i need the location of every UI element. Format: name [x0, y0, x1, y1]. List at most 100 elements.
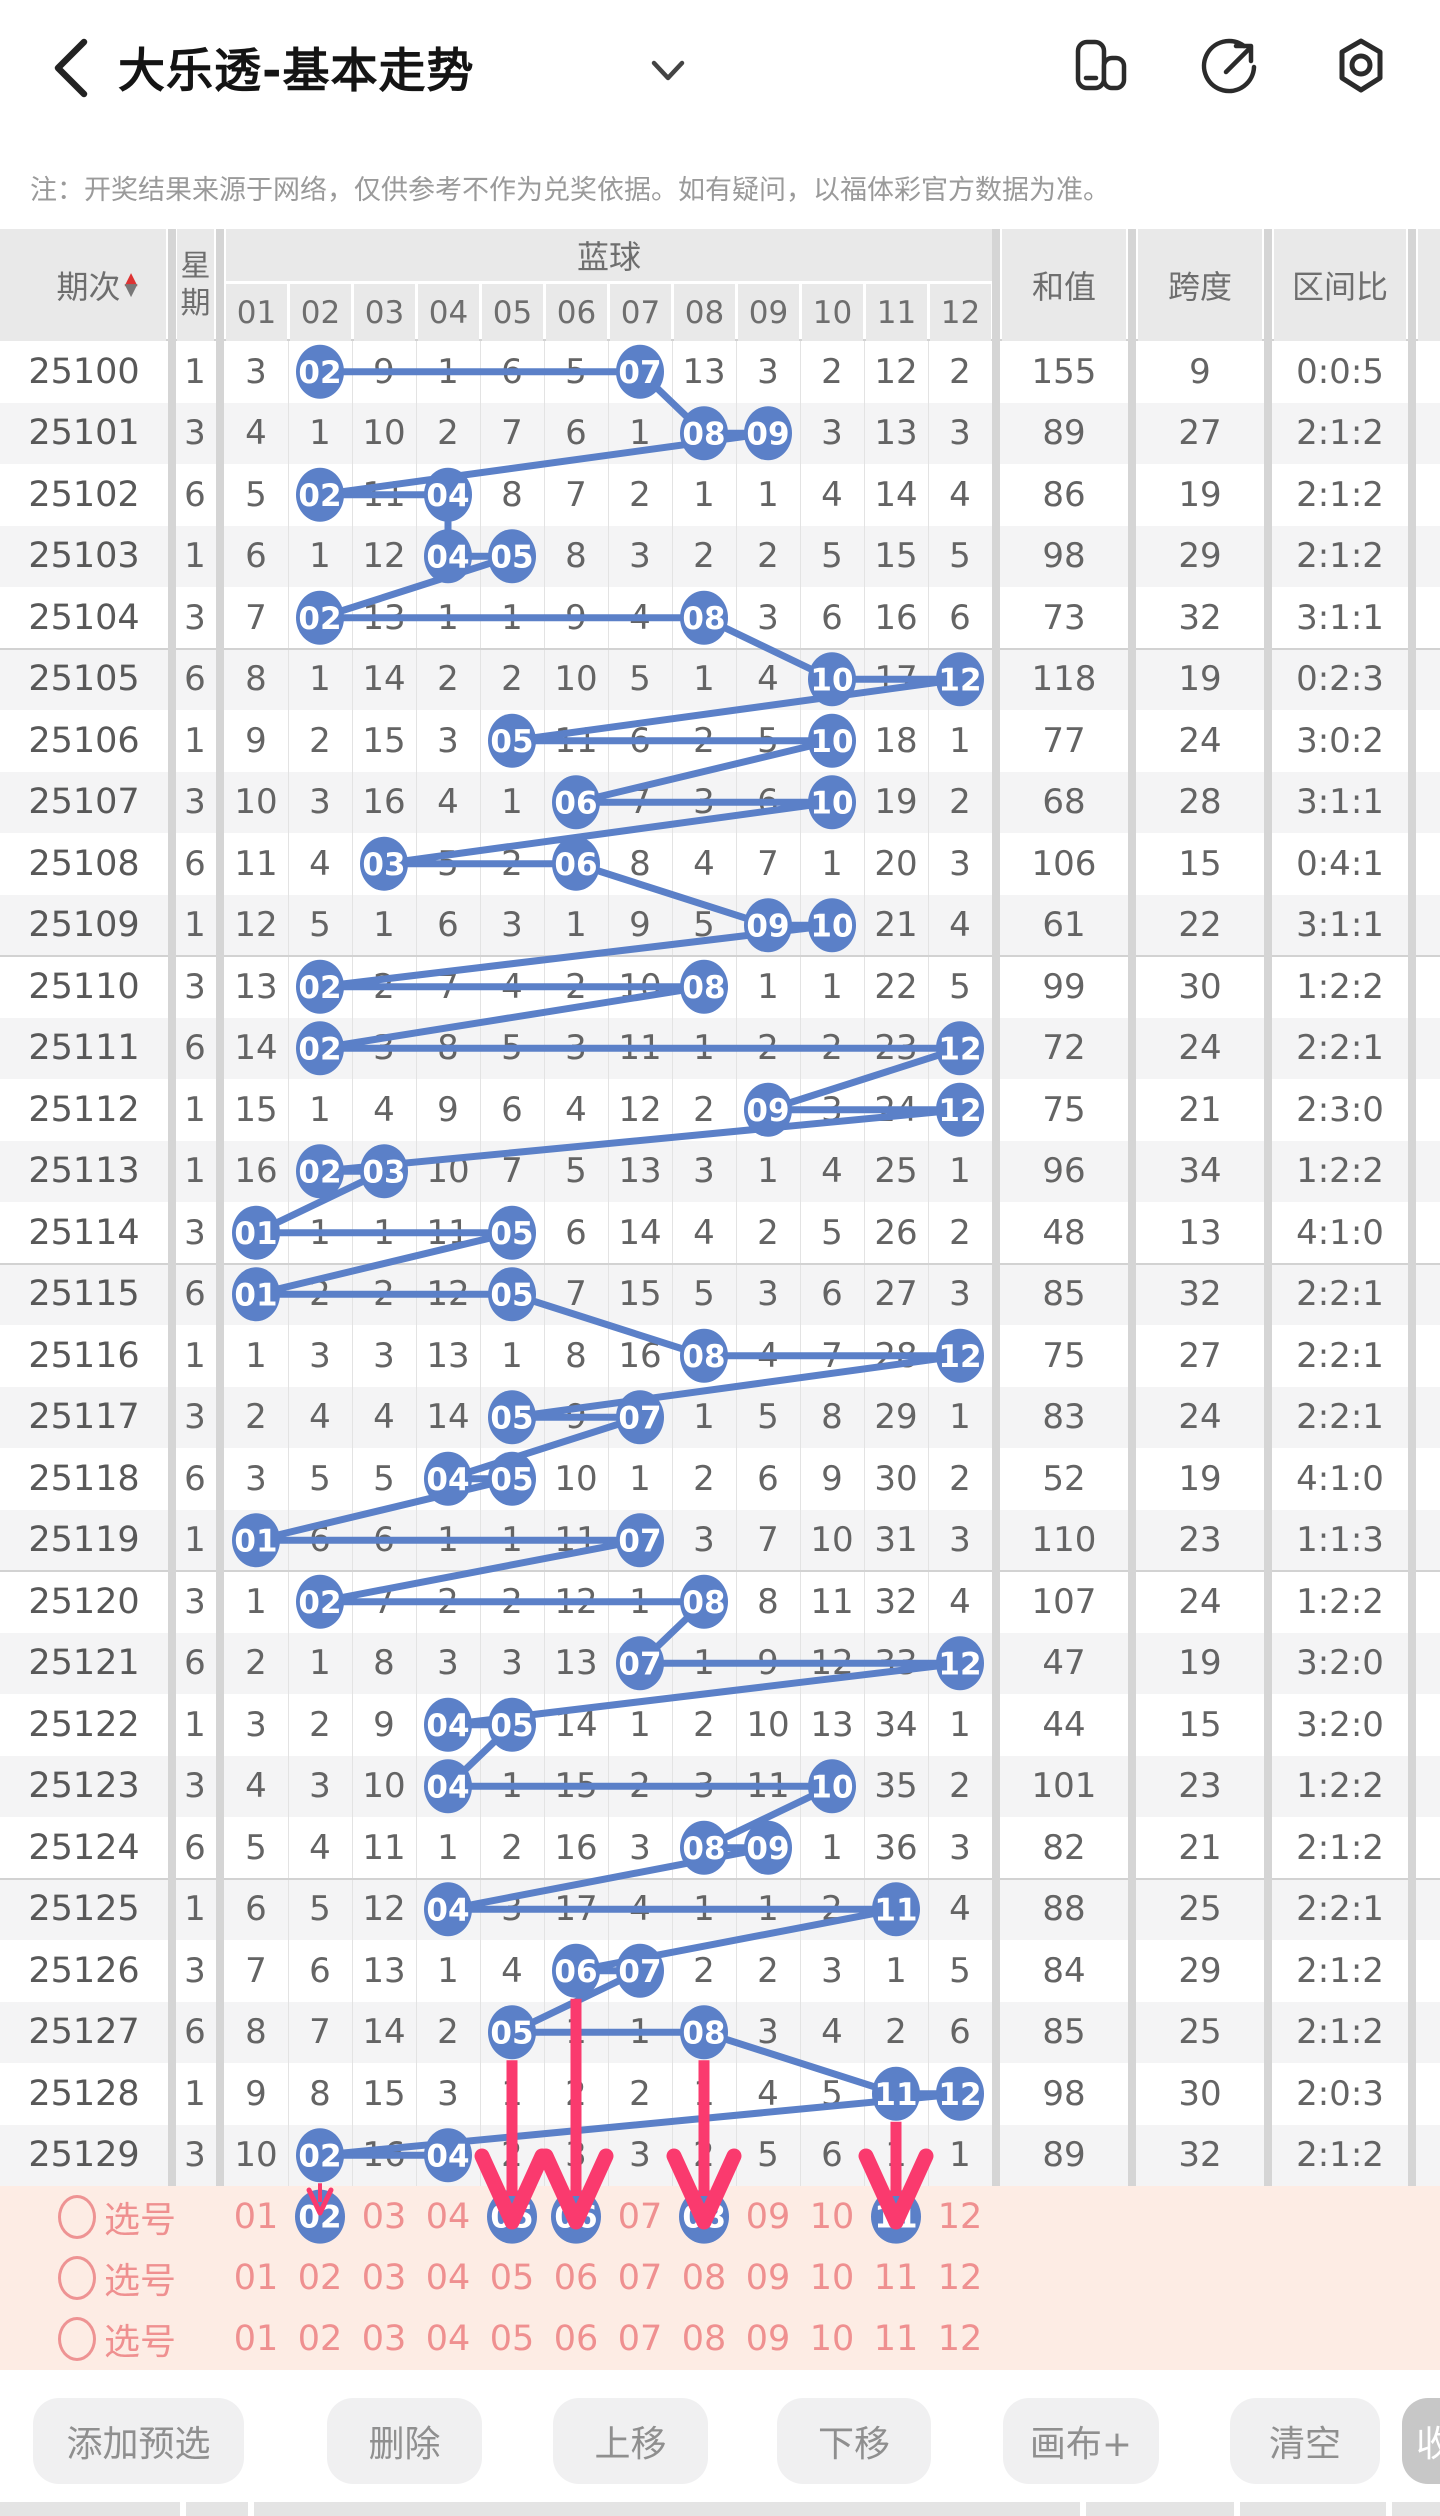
back-button[interactable]: [48, 36, 96, 100]
week-cell: 3: [184, 966, 206, 1007]
week-cell: 6: [184, 659, 206, 700]
section-divider: [1264, 229, 1272, 2370]
miss-count-cell: 7: [821, 1335, 843, 1376]
miss-count-cell: 5: [949, 1950, 971, 1991]
selection-number-09[interactable]: 09: [745, 2196, 791, 2237]
selection-number-12[interactable]: 12: [937, 2319, 983, 2360]
week-cell: 6: [184, 1274, 206, 1315]
selection-number-12[interactable]: 12: [937, 2196, 983, 2237]
miss-count-cell: 2: [949, 1766, 971, 1807]
selection-number-09[interactable]: 09: [745, 2319, 791, 2360]
selection-number-12[interactable]: 12: [937, 2257, 983, 2298]
span-cell: 19: [1178, 1458, 1222, 1499]
selection-number-06[interactable]: 06: [553, 2196, 599, 2237]
toolbar-button-5[interactable]: 画布+: [1003, 2398, 1159, 2484]
selection-number-11[interactable]: 11: [873, 2196, 919, 2237]
span-cell: 19: [1178, 1643, 1222, 1684]
period-cell: 25115: [28, 1274, 140, 1315]
selection-number-06[interactable]: 06: [553, 2319, 599, 2360]
app-switcher-button[interactable]: [1070, 36, 1132, 98]
selection-number-07[interactable]: 07: [617, 2319, 663, 2360]
selection-number-10[interactable]: 10: [809, 2196, 855, 2237]
selection-number-02[interactable]: 02: [297, 2319, 343, 2360]
miss-count-cell: 7: [245, 597, 267, 638]
toolbar-button-6[interactable]: 清空: [1230, 2398, 1380, 2484]
miss-count-cell: 5: [821, 1212, 843, 1253]
miss-count-cell: 1: [501, 1766, 523, 1807]
selection-number-11[interactable]: 11: [873, 2319, 919, 2360]
selection-number-07[interactable]: 07: [617, 2196, 663, 2237]
title-dropdown[interactable]: [648, 58, 688, 84]
sum-cell: 44: [1042, 1704, 1086, 1745]
miss-count-cell: 3: [693, 782, 715, 823]
period-cell: 25116: [28, 1335, 140, 1376]
selection-number-01[interactable]: 01: [233, 2196, 279, 2237]
selection-radio[interactable]: [58, 2255, 96, 2300]
miss-count-cell: 26: [874, 1212, 918, 1253]
sum-cell: 107: [1031, 1581, 1097, 1622]
span-cell: 32: [1178, 2135, 1222, 2176]
miss-count-cell: 2: [821, 351, 843, 392]
selection-number-01[interactable]: 01: [233, 2319, 279, 2360]
week-cell: 3: [184, 597, 206, 638]
selection-radio[interactable]: [58, 2317, 96, 2362]
miss-count-cell: 5: [949, 536, 971, 577]
miss-count-cell: 10: [618, 966, 662, 1007]
miss-count-cell: 4: [373, 1089, 395, 1130]
selection-number-02[interactable]: 02: [297, 2196, 343, 2237]
selection-number-02[interactable]: 02: [297, 2257, 343, 2298]
selection-number-04[interactable]: 04: [425, 2196, 471, 2237]
miss-count-cell: 3: [437, 1643, 459, 1684]
miss-count-cell: 4: [949, 905, 971, 946]
selection-number-05[interactable]: 05: [489, 2319, 535, 2360]
selection-number-09[interactable]: 09: [745, 2257, 791, 2298]
miss-count-cell: 16: [618, 1335, 662, 1376]
miss-count-cell: 12: [362, 536, 406, 577]
toolbar-button-2[interactable]: 删除: [327, 2398, 482, 2484]
chevron-down-icon: [651, 60, 685, 81]
toolbar-button-3[interactable]: 上移: [553, 2398, 708, 2484]
miss-count-cell: 16: [362, 2135, 406, 2176]
span-cell: 23: [1178, 1520, 1222, 1561]
miss-count-cell: 15: [554, 1766, 598, 1807]
selection-number-05[interactable]: 05: [489, 2257, 535, 2298]
miss-count-cell: 3: [821, 413, 843, 454]
selection-number-10[interactable]: 10: [809, 2319, 855, 2360]
miss-count-cell: 1: [437, 1950, 459, 1991]
miss-count-cell: 6: [245, 536, 267, 577]
selection-number-06[interactable]: 06: [553, 2257, 599, 2298]
miss-count-cell: 2: [629, 474, 651, 515]
selection-number-05[interactable]: 05: [489, 2196, 535, 2237]
selection-number-08[interactable]: 08: [681, 2319, 727, 2360]
week-cell: 3: [184, 1950, 206, 1991]
selection-number-04[interactable]: 04: [425, 2319, 471, 2360]
miss-count-cell: 6: [309, 1950, 331, 1991]
selection-number-07[interactable]: 07: [617, 2257, 663, 2298]
miss-count-cell: 7: [501, 413, 523, 454]
sort-control[interactable]: ▲ ▼: [124, 271, 137, 298]
sum-cell: 110: [1031, 1520, 1097, 1561]
settings-button[interactable]: [1330, 36, 1392, 98]
selection-number-01[interactable]: 01: [233, 2257, 279, 2298]
selection-number-04[interactable]: 04: [425, 2257, 471, 2298]
selection-number-03[interactable]: 03: [361, 2196, 407, 2237]
selection-number-03[interactable]: 03: [361, 2319, 407, 2360]
miss-count-cell: 13: [874, 413, 918, 454]
selection-radio[interactable]: [58, 2194, 96, 2239]
toolbar-button-7[interactable]: 收起: [1402, 2398, 1440, 2484]
miss-count-cell: 4: [565, 1089, 587, 1130]
share-button[interactable]: [1200, 36, 1262, 98]
selection-number-10[interactable]: 10: [809, 2257, 855, 2298]
miss-count-cell: 15: [234, 1089, 278, 1130]
selection-number-08[interactable]: 08: [681, 2257, 727, 2298]
selection-number-11[interactable]: 11: [873, 2257, 919, 2298]
span-cell: 24: [1178, 720, 1222, 761]
selection-number-08[interactable]: 08: [681, 2196, 727, 2237]
span-cell: 34: [1178, 1151, 1222, 1192]
sum-cell: 48: [1042, 1212, 1086, 1253]
ratio-cell: 2:1:2: [1296, 2012, 1384, 2053]
week-cell: 3: [184, 1581, 206, 1622]
selection-number-03[interactable]: 03: [361, 2257, 407, 2298]
toolbar-button-4[interactable]: 下移: [777, 2398, 931, 2484]
toolbar-button-1[interactable]: 添加预选: [33, 2398, 244, 2484]
